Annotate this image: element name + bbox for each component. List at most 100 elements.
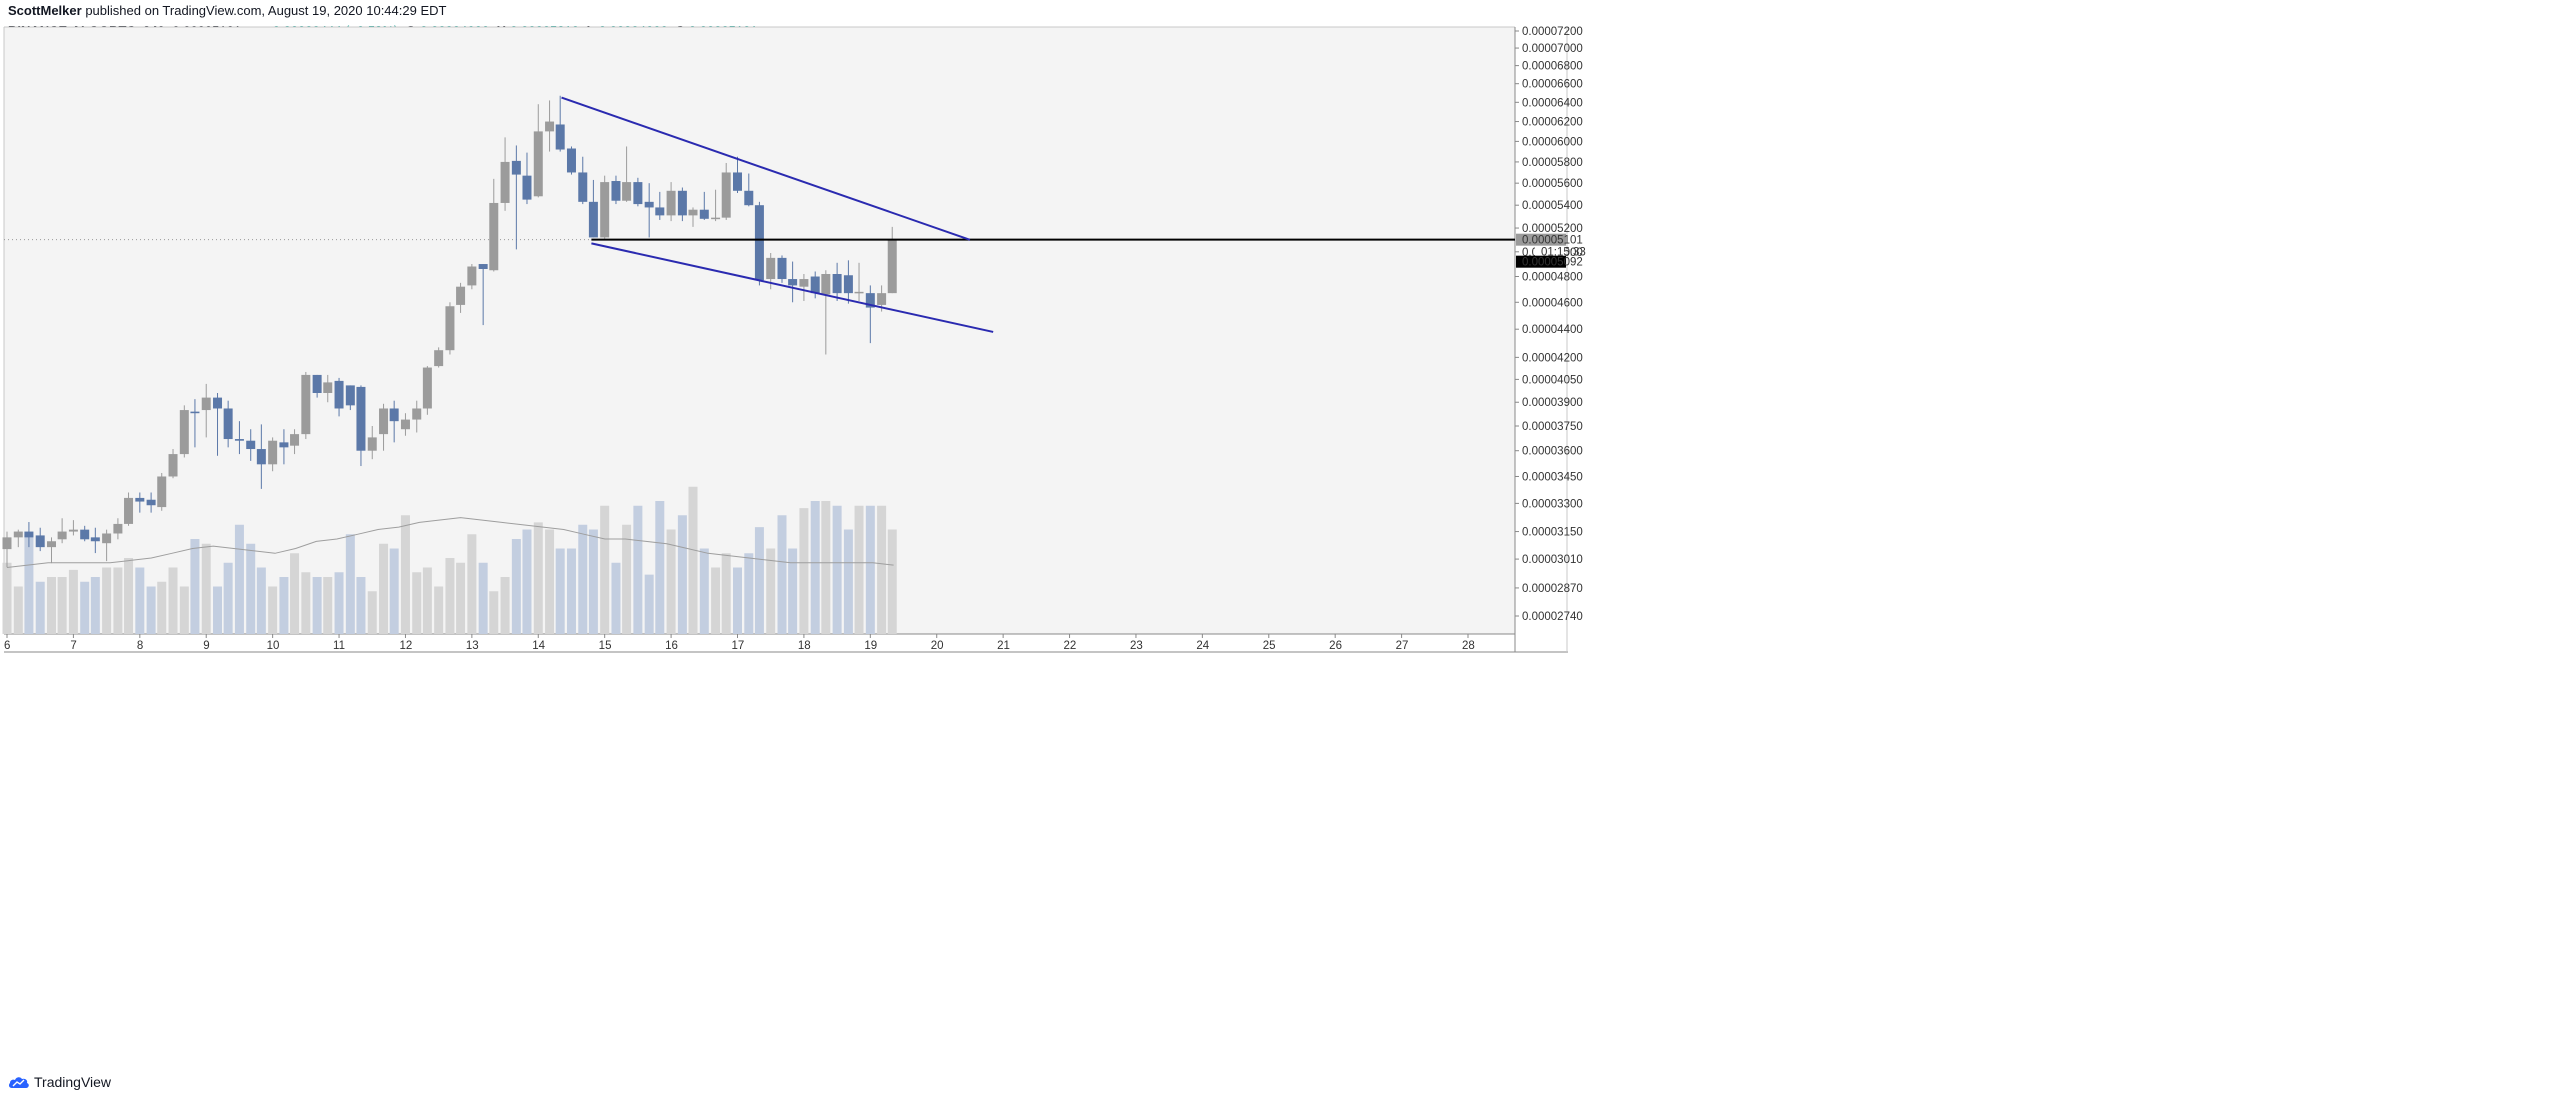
volume-bar: [113, 567, 123, 634]
volume-bar: [301, 572, 311, 634]
volume-bar: [68, 569, 78, 634]
x-tick-label: 16: [665, 640, 678, 652]
candle-body: [843, 275, 853, 294]
y-tick-label: 0.00003150: [1522, 527, 1583, 539]
candle-body: [810, 276, 820, 294]
channel-lower-line[interactable]: [591, 242, 994, 333]
volume-bar: [323, 577, 333, 634]
x-tick-label: 10: [267, 640, 280, 652]
brand-name: TradingView: [34, 1074, 112, 1090]
y-tick-label: 0.00004400: [1522, 324, 1583, 336]
candle-body: [246, 440, 256, 450]
volume-bar: [190, 539, 200, 634]
volume-bar: [213, 586, 223, 634]
candle-body: [754, 205, 764, 281]
volume-bar: [400, 515, 410, 634]
candle-body: [168, 454, 178, 477]
volume-bar: [290, 553, 300, 634]
x-tick-label: 21: [997, 640, 1010, 652]
x-tick-label: 22: [1064, 640, 1077, 652]
volume-bar: [434, 586, 444, 634]
volume-bar: [865, 505, 875, 634]
author-name[interactable]: ScottMelker: [8, 3, 82, 18]
y-tick-label: 0.00002740: [1522, 611, 1583, 623]
volume-bar: [566, 548, 576, 634]
candle-body: [201, 397, 211, 411]
y-tick-label: 0.00003900: [1522, 397, 1583, 409]
volume-bar: [246, 543, 256, 634]
candle-body: [345, 385, 355, 406]
candle-body: [157, 476, 167, 508]
volume-bar: [766, 548, 776, 634]
volume-bar: [367, 591, 377, 634]
volume-bar: [622, 524, 632, 634]
y-tick-label: 0.00006200: [1522, 117, 1583, 129]
volume-bar: [733, 567, 742, 634]
y-tick-label: 0.00004600: [1522, 297, 1583, 309]
candle-body: [80, 529, 90, 540]
candle-body: [379, 408, 389, 435]
candle-body: [877, 293, 887, 305]
x-tick-label: 26: [1329, 640, 1342, 652]
candle-body: [600, 182, 610, 238]
candle-body: [445, 306, 455, 351]
y-tick-label: 0.00003010: [1522, 554, 1583, 566]
volume-bar: [843, 529, 853, 634]
candle-body: [721, 172, 731, 218]
candle-body: [821, 273, 831, 295]
volume-bar: [422, 567, 432, 634]
x-tick-label: 20: [931, 640, 944, 652]
candle-body: [500, 161, 510, 203]
x-tick-label: 25: [1263, 640, 1276, 652]
volume-bar: [467, 534, 477, 634]
candle-body: [323, 382, 333, 393]
candle-body: [766, 257, 776, 280]
candle-body: [832, 273, 842, 294]
candle-body: [422, 367, 432, 409]
tradingview-logo[interactable]: TradingView: [8, 1074, 111, 1090]
candle-body: [46, 541, 56, 548]
candle-body: [644, 201, 654, 208]
y-tick-label: 0.00004050: [1522, 374, 1583, 386]
candle-body: [90, 537, 100, 542]
volume-bar: [832, 505, 842, 634]
volume-bar: [854, 505, 864, 634]
candle-body: [777, 257, 787, 280]
candle-body: [666, 190, 676, 216]
volume-bar: [489, 591, 499, 634]
cloud-icon: [8, 1077, 29, 1088]
volume-bar: [268, 586, 278, 634]
x-tick-label: 28: [1462, 640, 1475, 652]
y-tick-label: 0.00006800: [1522, 61, 1583, 73]
volume-bar: [511, 539, 521, 634]
publish-info: ScottMelker published on TradingView.com…: [8, 3, 446, 18]
x-tick-label: 8: [137, 640, 143, 652]
candle-body: [799, 279, 809, 287]
volume-bar: [655, 501, 665, 634]
volume-bar: [456, 562, 466, 634]
candle-body: [533, 131, 543, 197]
volume-bar: [135, 567, 145, 634]
candle-body: [699, 209, 709, 219]
y-tick-label: 0.00003750: [1522, 421, 1583, 433]
candle-body: [146, 499, 156, 506]
volume-bar: [588, 529, 598, 634]
candle-body: [555, 124, 565, 150]
candle-body: [434, 350, 444, 367]
x-tick-label: 24: [1196, 640, 1209, 652]
candle-body: [655, 207, 665, 216]
candle-body: [522, 175, 532, 200]
volume-bar: [810, 501, 820, 634]
candle-body: [13, 531, 23, 538]
candle-body: [190, 411, 200, 414]
candle-body: [711, 217, 721, 220]
volume-bar: [46, 577, 56, 634]
candle-body: [113, 523, 123, 534]
candle-body: [213, 397, 223, 409]
channel-upper-line[interactable]: [561, 96, 971, 241]
candle-body: [633, 182, 643, 205]
y-tick-label: 0.00004200: [1522, 352, 1583, 364]
publish-text: published on TradingView.com, August 19,…: [85, 3, 447, 18]
x-tick-label: 23: [1130, 640, 1143, 652]
